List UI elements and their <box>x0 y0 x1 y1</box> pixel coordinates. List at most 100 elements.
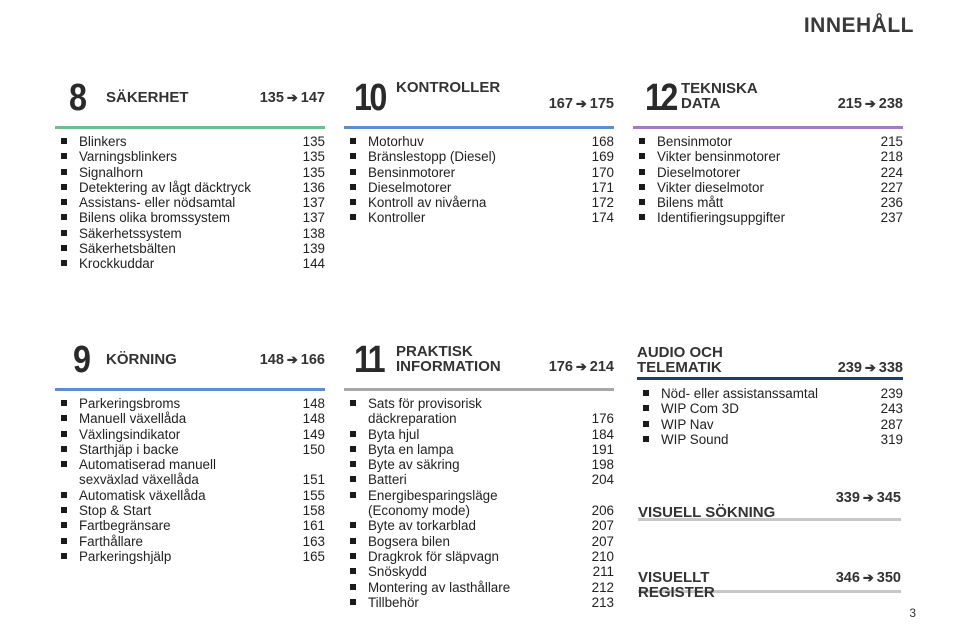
section-header: 12 TEKNISKA DATA 215 ➔ 238 <box>633 78 903 118</box>
section-page-range: 215 ➔ 238 <box>837 96 903 112</box>
list-item[interactable]: Batteri 204 <box>344 472 614 487</box>
list-item[interactable]: Stop & Start 158 <box>55 503 325 518</box>
section-title: KÖRNING <box>106 351 177 368</box>
list-item[interactable]: Nöd- eller assistanssamtal 239 <box>637 386 903 401</box>
list-item[interactable]: Sats för provisorisk däckreparation 176 <box>344 396 614 427</box>
section-page-range: 346 ➔ 350 <box>835 570 901 586</box>
list-item[interactable]: Energibesparingsläge (Economy mode) 206 <box>344 488 614 519</box>
section-rule <box>55 388 325 391</box>
list-item[interactable]: Automatiserad manuell sexväxlad växellåd… <box>55 457 325 488</box>
list-item[interactable]: Blinkers 135 <box>55 134 325 149</box>
item-list: Sats för provisorisk däckreparation 176 B… <box>344 396 614 610</box>
list-item[interactable]: Byta hjul 184 <box>344 427 614 442</box>
section-header: 11 PRAKTISK INFORMATION 176 ➔ 214 <box>344 340 614 380</box>
list-item[interactable]: Byta en lampa 191 <box>344 442 614 457</box>
list-item[interactable]: Bränslestopp (Diesel) 169 <box>344 149 614 164</box>
list-item[interactable]: Parkeringsbroms 148 <box>55 396 325 411</box>
list-item[interactable]: Bensinmotorer 170 <box>344 165 614 180</box>
section-page-range: 167 ➔ 175 <box>548 96 614 112</box>
list-item[interactable]: Växlingsindikator 149 <box>55 427 325 442</box>
list-item[interactable]: Byte av torkarblad 207 <box>344 518 614 533</box>
section-header: VISUELLT REGISTER 346 ➔ 350 <box>638 555 901 600</box>
section-sakerhet: 8 SÄKERHET 135 ➔ 147 Blinkers 135 Varningsb… <box>55 78 325 272</box>
section-visuellt-register[interactable]: VISUELLT REGISTER 346 ➔ 350 <box>638 555 901 600</box>
section-header: 8 SÄKERHET 135 ➔ 147 <box>55 78 325 118</box>
arrow-right-icon: ➔ <box>862 570 874 585</box>
list-item[interactable]: WIP Sound 319 <box>637 432 903 447</box>
list-item[interactable]: Snöskydd 211 <box>344 564 614 579</box>
list-item[interactable]: Automatisk växellåda 155 <box>55 488 325 503</box>
list-item[interactable]: Vikter dieselmotor 227 <box>633 180 903 195</box>
section-page-range: 176 ➔ 214 <box>548 359 614 375</box>
section-header: VISUELL SÖKNING 339 ➔ 345 <box>638 490 901 520</box>
section-title: AUDIO OCH TELEMATIK <box>637 344 723 376</box>
section-title: VISUELLT REGISTER <box>638 569 715 601</box>
arrow-right-icon: ➔ <box>575 96 587 111</box>
page-title: INNEHÅLL <box>803 14 914 37</box>
section-header: 10 KONTROLLER 167 ➔ 175 <box>344 78 614 118</box>
list-item[interactable]: Vikter bensinmotorer 218 <box>633 149 903 164</box>
section-header: 9 KÖRNING 148 ➔ 166 <box>55 340 325 380</box>
section-kontroller: 10 KONTROLLER 167 ➔ 175 Motorhuv 168 Bränsl… <box>344 78 614 226</box>
section-page-range: 135 ➔ 147 <box>259 90 325 106</box>
section-rule <box>638 590 901 593</box>
section-number: 12 <box>645 77 678 119</box>
section-number: 11 <box>354 339 386 381</box>
arrow-right-icon: ➔ <box>286 352 298 367</box>
section-visuell-sokning[interactable]: VISUELL SÖKNING 339 ➔ 345 <box>638 490 901 521</box>
list-item[interactable]: Bensinmotor 215 <box>633 134 903 149</box>
list-item[interactable]: Tillbehör 213 <box>344 595 614 610</box>
list-item[interactable]: Kontroller 174 <box>344 210 614 225</box>
section-tekniska-data: 12 TEKNISKA DATA 215 ➔ 238 Bensinmotor 215 … <box>633 78 903 226</box>
section-number: 8 <box>69 77 87 119</box>
section-number: 10 <box>354 77 387 119</box>
list-item[interactable]: Farthållare 163 <box>55 534 325 549</box>
list-item[interactable]: Bogsera bilen 207 <box>344 534 614 549</box>
section-title: VISUELL SÖKNING <box>638 504 776 521</box>
list-item[interactable]: Bilens olika bromssystem 137 <box>55 210 325 225</box>
list-item[interactable]: Bilens mått 236 <box>633 195 903 210</box>
list-item[interactable]: Fartbegränsare 161 <box>55 518 325 533</box>
arrow-right-icon: ➔ <box>864 360 876 375</box>
list-item[interactable]: Krockkuddar 144 <box>55 256 325 271</box>
list-item[interactable]: Identifieringsuppgifter 237 <box>633 210 903 225</box>
list-item[interactable]: Starthjäp i backe 150 <box>55 442 325 457</box>
arrow-right-icon: ➔ <box>864 96 876 111</box>
list-item[interactable]: Manuell växellåda 148 <box>55 411 325 426</box>
list-item[interactable]: Montering av lasthållare 212 <box>344 580 614 595</box>
list-item[interactable]: Säkerhetssystem 138 <box>55 226 325 241</box>
section-page-range: 148 ➔ 166 <box>259 352 325 368</box>
list-item[interactable]: Signalhorn 135 <box>55 165 325 180</box>
list-item[interactable]: Dieselmotorer 171 <box>344 180 614 195</box>
list-item[interactable]: Säkerhetsbälten 139 <box>55 241 325 256</box>
list-item[interactable]: Dieselmotorer 224 <box>633 165 903 180</box>
list-item[interactable]: Detektering av lågt däcktryck 136 <box>55 180 325 195</box>
section-praktisk-information: 11 PRAKTISK INFORMATION 176 ➔ 214 Sats för… <box>344 340 614 610</box>
section-korning: 9 KÖRNING 148 ➔ 166 Parkeringsbroms 148 Man… <box>55 340 325 564</box>
section-header: AUDIO OCH TELEMATIK 239 ➔ 338 <box>637 343 903 376</box>
list-item[interactable]: Parkeringshjälp 165 <box>55 549 325 564</box>
section-title: PRAKTISK INFORMATION <box>396 343 501 375</box>
section-audio-telematik: AUDIO OCH TELEMATIK 239 ➔ 338 Nöd- eller a… <box>637 343 903 447</box>
section-rule <box>637 377 903 380</box>
list-item[interactable]: Assistans- eller nödsamtal 137 <box>55 195 325 210</box>
list-item[interactable]: Byte av säkring 198 <box>344 457 614 472</box>
item-list: Blinkers 135 Varningsblinkers 135 Signalho… <box>55 134 325 272</box>
section-page-range: 339 ➔ 345 <box>835 490 901 506</box>
list-item[interactable]: Varningsblinkers 135 <box>55 149 325 164</box>
arrow-right-icon: ➔ <box>862 490 874 505</box>
item-list: Nöd- eller assistanssamtal 239 WIP Com 3D… <box>637 386 903 447</box>
list-item[interactable]: Kontroll av nivåerna 172 <box>344 195 614 210</box>
item-list: Bensinmotor 215 Vikter bensinmotorer 218 D… <box>633 134 903 226</box>
item-list: Motorhuv 168 Bränslestopp (Diesel) 169 Ben… <box>344 134 614 226</box>
arrow-right-icon: ➔ <box>286 90 298 105</box>
section-number: 9 <box>73 339 91 381</box>
section-title: TEKNISKA DATA <box>681 80 758 112</box>
section-rule <box>344 388 614 391</box>
list-item[interactable]: Motorhuv 168 <box>344 134 614 149</box>
list-item[interactable]: WIP Com 3D 243 <box>637 401 903 416</box>
list-item[interactable]: Dragkrok för släpvagn 210 <box>344 549 614 564</box>
item-list: Parkeringsbroms 148 Manuell växellåda 148 … <box>55 396 325 564</box>
list-item[interactable]: WIP Nav 287 <box>637 417 903 432</box>
section-title: SÄKERHET <box>106 89 189 106</box>
